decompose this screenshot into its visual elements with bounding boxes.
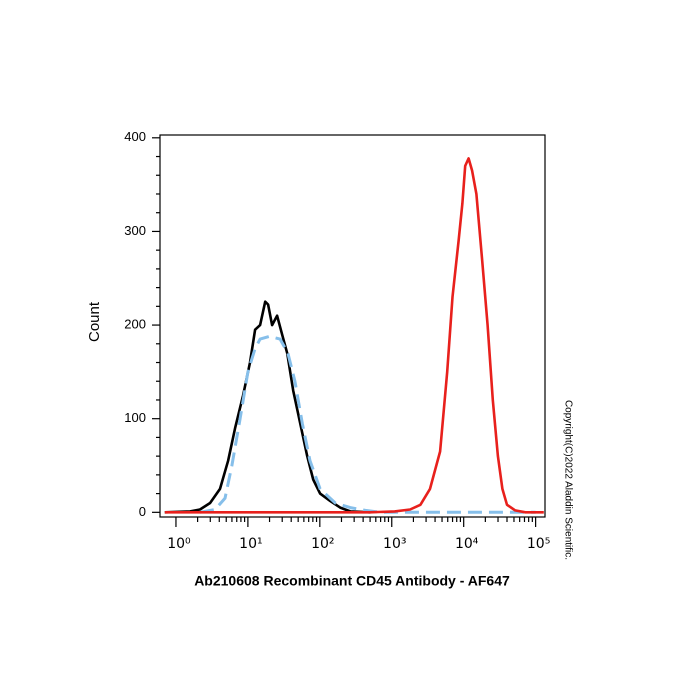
series-line — [164, 157, 544, 514]
y-tick-label: 0 — [139, 504, 146, 519]
copyright: Copyright(C)2022 Aladdin Scientific. — [562, 400, 573, 560]
y-tick-label: 300 — [124, 223, 146, 238]
series-line — [199, 334, 536, 514]
chart-title: Ab210608 Recombinant CD45 Antibody - AF6… — [194, 573, 510, 589]
y-tick-label: 400 — [124, 129, 146, 144]
x-tick-label: 10⁵ — [527, 536, 550, 552]
series-line — [164, 300, 371, 514]
x-tick-label: 10¹ — [239, 536, 262, 552]
x-tick-label: 10³ — [383, 536, 406, 552]
y-tick-label: 100 — [124, 410, 146, 425]
plot-frame — [159, 134, 546, 518]
x-tick-label: 10² — [311, 536, 334, 552]
y-tick-label: 200 — [124, 317, 146, 332]
y-axis-label: Count — [86, 301, 103, 342]
x-tick-label: 10⁰ — [167, 536, 191, 552]
x-tick-label: 10⁴ — [455, 536, 479, 552]
